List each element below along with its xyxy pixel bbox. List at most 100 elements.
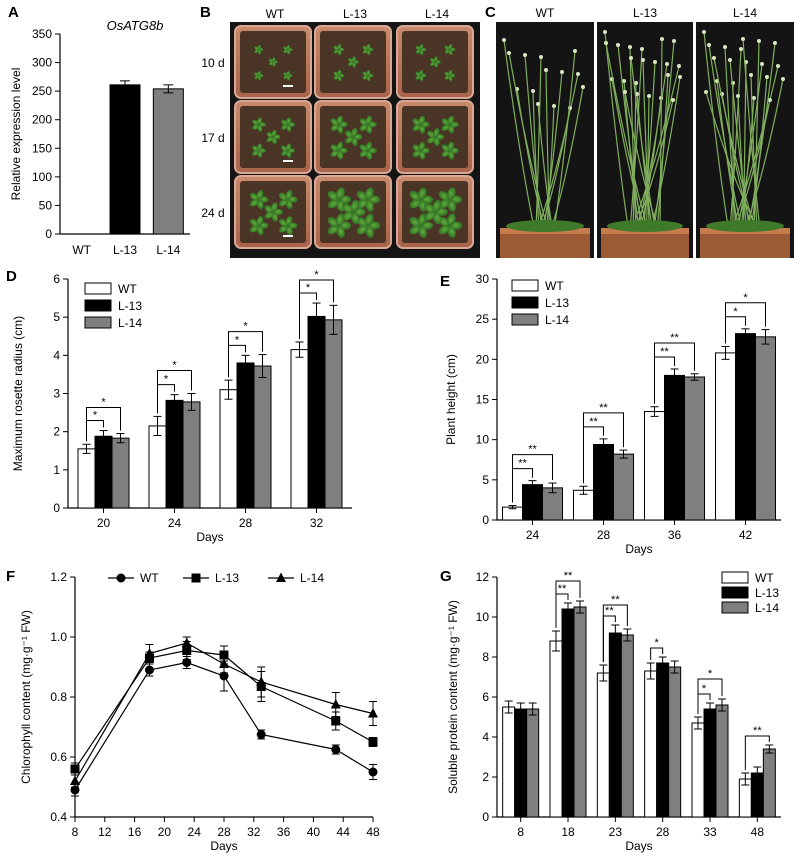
leaf [365, 141, 373, 151]
flower [672, 39, 676, 43]
leaf [433, 128, 440, 138]
stem [705, 91, 760, 231]
rosette [506, 220, 584, 232]
y-axis-label: Relative expression level [9, 68, 23, 201]
leaf [366, 70, 371, 76]
x-tick-label: 28 [217, 825, 231, 839]
flower [629, 56, 633, 60]
x-tick-label: 16 [128, 825, 142, 839]
stem [636, 93, 654, 231]
stem [753, 40, 760, 231]
flower [773, 41, 777, 45]
flower [728, 58, 732, 62]
leaf [362, 71, 368, 77]
leaf [342, 210, 354, 221]
leaf [409, 224, 422, 235]
significance-star: * [235, 334, 240, 346]
leaf [249, 192, 259, 201]
y-tick-label: 150 [32, 141, 52, 155]
column-label: L-13 [633, 6, 657, 20]
significance-bracket [744, 735, 770, 770]
stem [542, 71, 563, 231]
y-tick-label: 6 [53, 272, 60, 286]
leaf [412, 123, 421, 131]
stem [656, 74, 669, 231]
x-tick-label: 40 [307, 825, 321, 839]
bar [735, 333, 756, 521]
stem [742, 38, 761, 231]
leaf [351, 128, 358, 138]
leaf [345, 136, 354, 144]
legend-label: WT [545, 279, 564, 293]
leaf [327, 224, 340, 235]
leaf [254, 49, 259, 53]
flower [634, 81, 638, 85]
bar [526, 708, 540, 818]
column-label: WT [536, 6, 555, 20]
flower [604, 41, 608, 45]
stem [508, 52, 549, 231]
marker-triangle [219, 658, 229, 668]
pot [500, 232, 590, 258]
leaf [268, 61, 274, 66]
y-tick-label: 25 [476, 312, 490, 326]
flower [702, 30, 706, 34]
flower [622, 79, 626, 83]
flower [671, 98, 675, 102]
bar [613, 453, 634, 521]
bar [755, 336, 776, 521]
x-tick-label: 32 [310, 516, 324, 530]
bar [290, 349, 309, 509]
row-label: 24 d [201, 206, 224, 220]
y-tick-label: 0.6 [50, 750, 67, 764]
leaf [348, 58, 354, 63]
flower [760, 62, 764, 66]
flower [665, 62, 669, 66]
bar [596, 672, 610, 818]
legend-label: L-14 [545, 313, 569, 327]
leaf [365, 187, 374, 200]
leaf [342, 203, 354, 214]
legend-swatch [721, 586, 749, 599]
leaf [365, 213, 374, 226]
leaf [444, 71, 450, 77]
legend-label: L-13 [755, 586, 779, 600]
stem [642, 61, 656, 231]
leaf [266, 136, 274, 143]
leaf [283, 72, 288, 77]
panel-label: D [6, 268, 17, 285]
leaf [415, 45, 421, 51]
stem [535, 56, 542, 231]
leaf [337, 43, 342, 50]
leaf [362, 49, 368, 54]
flower [573, 49, 577, 53]
leaf [419, 43, 424, 50]
stem [611, 78, 646, 231]
significance-star: ** [599, 402, 608, 414]
leaf [281, 119, 288, 126]
stem [742, 61, 747, 231]
stem [747, 42, 776, 231]
bar [77, 448, 96, 509]
x-tick-label: 32 [247, 825, 261, 839]
leaf [444, 75, 450, 80]
flower [576, 72, 580, 76]
leaf [286, 143, 292, 151]
panel-label: C [485, 4, 496, 21]
marker-circle [331, 745, 341, 754]
flower [603, 30, 607, 34]
marker-triangle [276, 572, 286, 582]
leaf [433, 56, 438, 63]
leaf [286, 70, 290, 76]
bar [664, 374, 685, 521]
marker-triangle [256, 676, 267, 686]
x-tick-label: 28 [597, 528, 611, 542]
flower [704, 90, 708, 94]
leaf [448, 70, 453, 76]
y-tick-label: 50 [39, 198, 53, 212]
flower [749, 73, 753, 77]
x-tick-label: 8 [517, 825, 524, 839]
leaf [415, 49, 421, 54]
significance-star: * [702, 683, 707, 695]
